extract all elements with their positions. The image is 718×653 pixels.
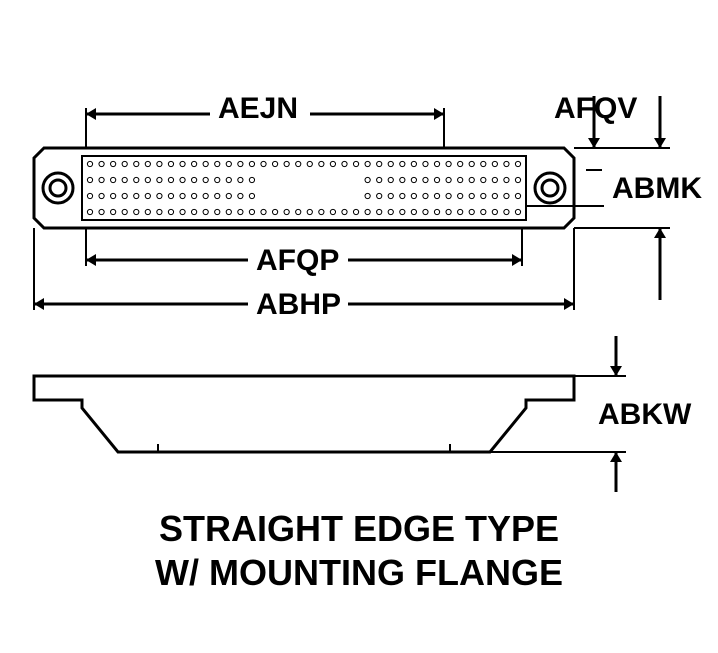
caption-line-2: W/ MOUNTING FLANGE	[0, 552, 718, 594]
label-abkw: ABKW	[598, 398, 691, 432]
label-afqp: AFQP	[256, 244, 339, 278]
label-abhp: ABHP	[256, 288, 341, 322]
label-afqv: AFQV	[554, 92, 637, 126]
caption-line-1: STRAIGHT EDGE TYPE	[0, 508, 718, 550]
label-abmk: ABMK	[612, 172, 702, 206]
label-aejn: AEJN	[218, 92, 298, 126]
